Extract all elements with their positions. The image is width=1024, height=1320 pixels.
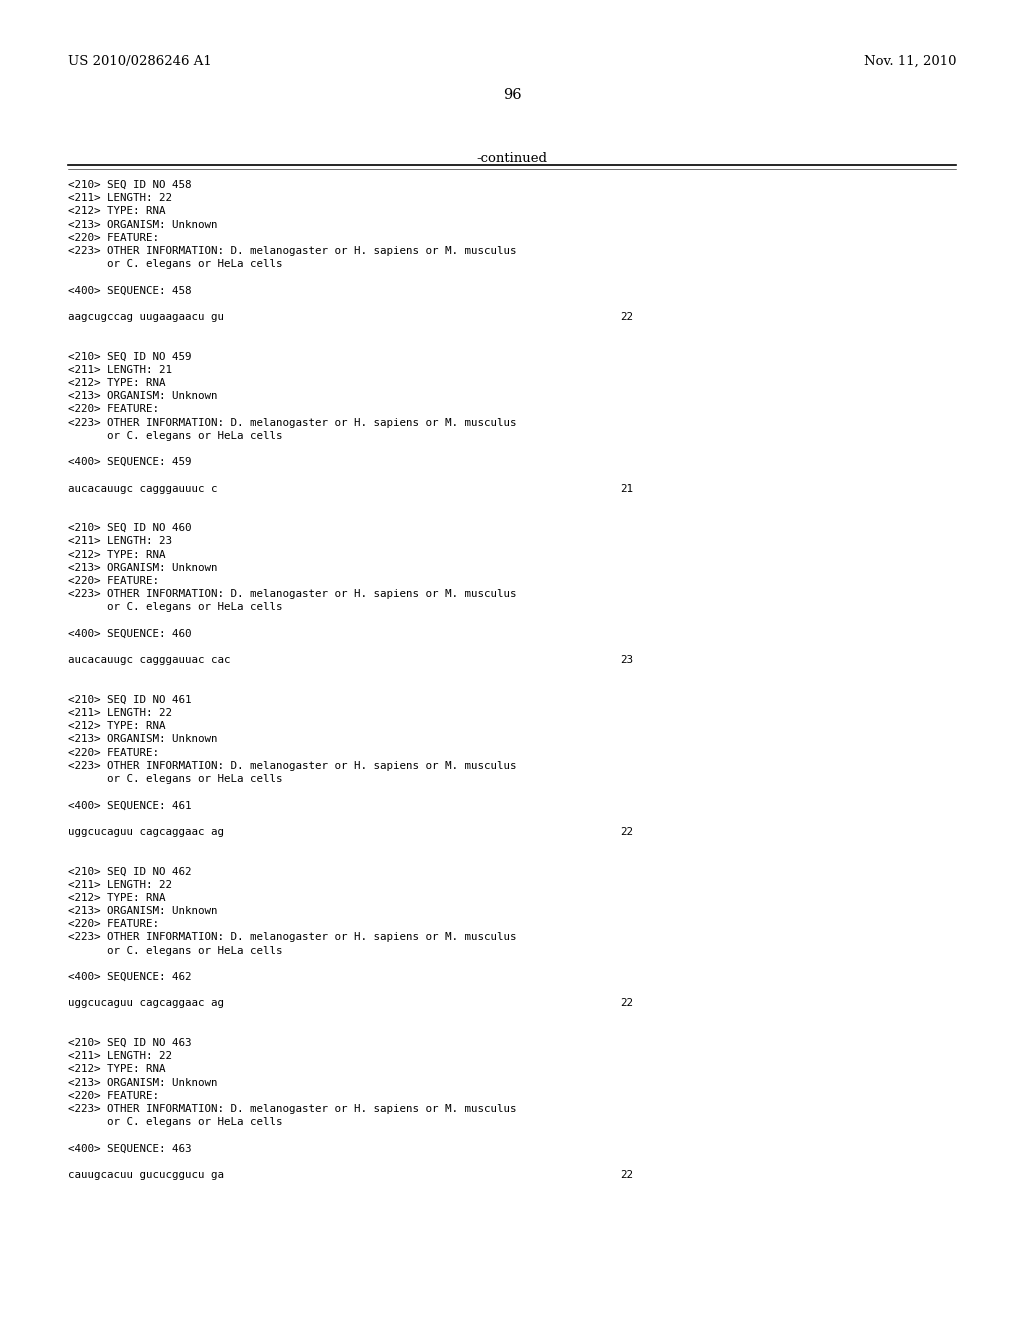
Text: 22: 22 [620, 826, 633, 837]
Text: <211> LENGTH: 22: <211> LENGTH: 22 [68, 1051, 172, 1061]
Text: cauugcacuu gucucggucu ga: cauugcacuu gucucggucu ga [68, 1170, 224, 1180]
Text: US 2010/0286246 A1: US 2010/0286246 A1 [68, 55, 212, 69]
Text: Nov. 11, 2010: Nov. 11, 2010 [863, 55, 956, 69]
Text: uggcucaguu cagcaggaac ag: uggcucaguu cagcaggaac ag [68, 998, 224, 1008]
Text: 21: 21 [620, 483, 633, 494]
Text: <220> FEATURE:: <220> FEATURE: [68, 576, 159, 586]
Text: <400> SEQUENCE: 460: <400> SEQUENCE: 460 [68, 628, 191, 639]
Text: <212> TYPE: RNA: <212> TYPE: RNA [68, 1064, 166, 1074]
Text: 22: 22 [620, 1170, 633, 1180]
Text: or C. elegans or HeLa cells: or C. elegans or HeLa cells [68, 430, 283, 441]
Text: <223> OTHER INFORMATION: D. melanogaster or H. sapiens or M. musculus: <223> OTHER INFORMATION: D. melanogaster… [68, 417, 516, 428]
Text: <210> SEQ ID NO 463: <210> SEQ ID NO 463 [68, 1038, 191, 1048]
Text: <223> OTHER INFORMATION: D. melanogaster or H. sapiens or M. musculus: <223> OTHER INFORMATION: D. melanogaster… [68, 932, 516, 942]
Text: 22: 22 [620, 998, 633, 1008]
Text: <210> SEQ ID NO 458: <210> SEQ ID NO 458 [68, 180, 191, 190]
Text: <213> ORGANISM: Unknown: <213> ORGANISM: Unknown [68, 391, 217, 401]
Text: <220> FEATURE:: <220> FEATURE: [68, 404, 159, 414]
Text: <212> TYPE: RNA: <212> TYPE: RNA [68, 549, 166, 560]
Text: <220> FEATURE:: <220> FEATURE: [68, 1090, 159, 1101]
Text: aucacauugc cagggauuac cac: aucacauugc cagggauuac cac [68, 655, 230, 665]
Text: aucacauugc cagggauuuc c: aucacauugc cagggauuuc c [68, 483, 217, 494]
Text: or C. elegans or HeLa cells: or C. elegans or HeLa cells [68, 1117, 283, 1127]
Text: <210> SEQ ID NO 460: <210> SEQ ID NO 460 [68, 523, 191, 533]
Text: <210> SEQ ID NO 461: <210> SEQ ID NO 461 [68, 694, 191, 705]
Text: 96: 96 [503, 88, 521, 102]
Text: <220> FEATURE:: <220> FEATURE: [68, 747, 159, 758]
Text: or C. elegans or HeLa cells: or C. elegans or HeLa cells [68, 602, 283, 612]
Text: <213> ORGANISM: Unknown: <213> ORGANISM: Unknown [68, 219, 217, 230]
Text: <400> SEQUENCE: 458: <400> SEQUENCE: 458 [68, 285, 191, 296]
Text: aagcugccag uugaagaacu gu: aagcugccag uugaagaacu gu [68, 312, 224, 322]
Text: <213> ORGANISM: Unknown: <213> ORGANISM: Unknown [68, 734, 217, 744]
Text: -continued: -continued [476, 152, 548, 165]
Text: or C. elegans or HeLa cells: or C. elegans or HeLa cells [68, 259, 283, 269]
Text: <212> TYPE: RNA: <212> TYPE: RNA [68, 206, 166, 216]
Text: <223> OTHER INFORMATION: D. melanogaster or H. sapiens or M. musculus: <223> OTHER INFORMATION: D. melanogaster… [68, 760, 516, 771]
Text: <211> LENGTH: 23: <211> LENGTH: 23 [68, 536, 172, 546]
Text: <212> TYPE: RNA: <212> TYPE: RNA [68, 378, 166, 388]
Text: <223> OTHER INFORMATION: D. melanogaster or H. sapiens or M. musculus: <223> OTHER INFORMATION: D. melanogaster… [68, 1104, 516, 1114]
Text: <400> SEQUENCE: 462: <400> SEQUENCE: 462 [68, 972, 191, 982]
Text: <211> LENGTH: 22: <211> LENGTH: 22 [68, 879, 172, 890]
Text: 23: 23 [620, 655, 633, 665]
Text: <400> SEQUENCE: 461: <400> SEQUENCE: 461 [68, 800, 191, 810]
Text: or C. elegans or HeLa cells: or C. elegans or HeLa cells [68, 774, 283, 784]
Text: <400> SEQUENCE: 463: <400> SEQUENCE: 463 [68, 1143, 191, 1154]
Text: <210> SEQ ID NO 462: <210> SEQ ID NO 462 [68, 866, 191, 876]
Text: <212> TYPE: RNA: <212> TYPE: RNA [68, 892, 166, 903]
Text: <213> ORGANISM: Unknown: <213> ORGANISM: Unknown [68, 1077, 217, 1088]
Text: 22: 22 [620, 312, 633, 322]
Text: <212> TYPE: RNA: <212> TYPE: RNA [68, 721, 166, 731]
Text: <220> FEATURE:: <220> FEATURE: [68, 232, 159, 243]
Text: <211> LENGTH: 22: <211> LENGTH: 22 [68, 708, 172, 718]
Text: <213> ORGANISM: Unknown: <213> ORGANISM: Unknown [68, 562, 217, 573]
Text: <213> ORGANISM: Unknown: <213> ORGANISM: Unknown [68, 906, 217, 916]
Text: <223> OTHER INFORMATION: D. melanogaster or H. sapiens or M. musculus: <223> OTHER INFORMATION: D. melanogaster… [68, 246, 516, 256]
Text: uggcucaguu cagcaggaac ag: uggcucaguu cagcaggaac ag [68, 826, 224, 837]
Text: <211> LENGTH: 22: <211> LENGTH: 22 [68, 193, 172, 203]
Text: <211> LENGTH: 21: <211> LENGTH: 21 [68, 364, 172, 375]
Text: <210> SEQ ID NO 459: <210> SEQ ID NO 459 [68, 351, 191, 362]
Text: <223> OTHER INFORMATION: D. melanogaster or H. sapiens or M. musculus: <223> OTHER INFORMATION: D. melanogaster… [68, 589, 516, 599]
Text: <220> FEATURE:: <220> FEATURE: [68, 919, 159, 929]
Text: <400> SEQUENCE: 459: <400> SEQUENCE: 459 [68, 457, 191, 467]
Text: or C. elegans or HeLa cells: or C. elegans or HeLa cells [68, 945, 283, 956]
